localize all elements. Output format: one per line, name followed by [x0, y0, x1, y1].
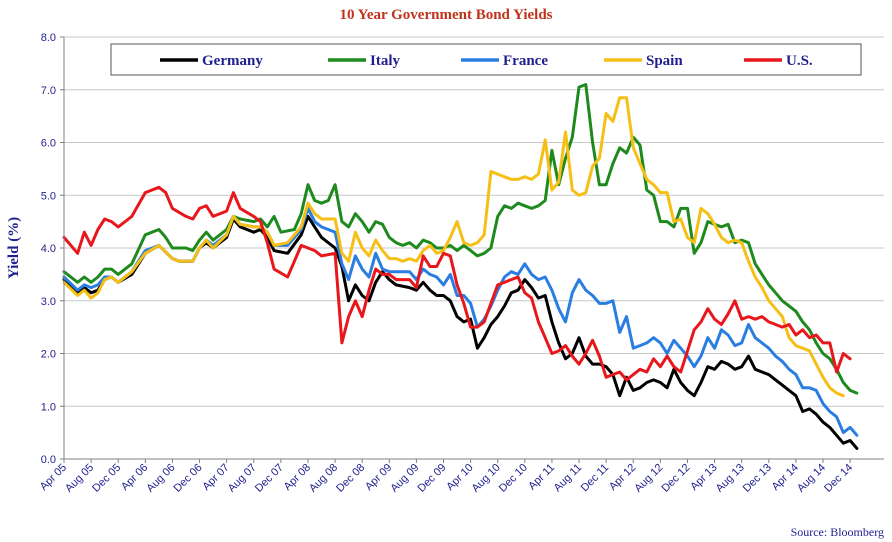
x-tick-label: Dec 08 [334, 462, 367, 495]
x-tick-label: Dec 13 [741, 462, 774, 495]
x-tick-label: Dec 10 [497, 462, 530, 495]
y-axis-ticks: 0.0 1.0 2.0 3.0 4.0 5.0 6.0 7.0 8.0 [41, 32, 56, 466]
x-tick-label: Dec 12 [659, 462, 692, 495]
x-tick-label: Aug 10 [470, 462, 503, 495]
x-tick-label: Aug 07 [226, 462, 259, 495]
legend-label: France [503, 53, 548, 69]
legend: Germany Italy France Spain U.S. [110, 43, 862, 76]
y-tick-label: 8.0 [41, 32, 56, 44]
legend-label: Germany [202, 53, 263, 69]
x-tick-label: Dec 05 [90, 462, 123, 495]
series-line-us [62, 185, 852, 382]
x-tick-label: Aug 09 [388, 462, 421, 495]
x-tick-label: Dec 09 [415, 462, 448, 495]
chart-title: 10 Year Government Bond Yields [339, 7, 552, 23]
y-tick-label: 1.0 [41, 401, 56, 413]
x-tick-label: Dec 06 [172, 462, 205, 495]
y-tick-label: 6.0 [41, 138, 56, 150]
legend-label: Spain [646, 53, 683, 69]
y-tick-label: 3.0 [41, 296, 56, 308]
y-axis-title: Yield (%) [6, 217, 22, 279]
x-tick-label: Aug 14 [795, 462, 828, 495]
x-tick-label: Dec 11 [579, 462, 612, 495]
x-tick-label: Aug 12 [632, 462, 665, 495]
x-tick-label: Aug 05 [63, 462, 96, 495]
y-tick-label: 0.0 [41, 454, 56, 466]
y-tick-label: 5.0 [41, 190, 56, 202]
x-tick-label: Aug 06 [144, 462, 177, 495]
legend-label: Italy [370, 53, 401, 69]
series-line-spain [62, 96, 845, 398]
x-tick-label: Dec 07 [253, 462, 286, 495]
source-note: Source: Bloomberg [791, 525, 884, 539]
y-tick-label: 2.0 [41, 349, 56, 361]
y-tick-label: 7.0 [41, 85, 56, 97]
y-tick-label: 4.0 [41, 243, 56, 255]
x-tick-label: Aug 08 [307, 462, 340, 495]
x-tick-label: Aug 13 [714, 462, 747, 495]
x-tick-label: Dec 14 [822, 462, 855, 495]
series-lines [62, 83, 859, 450]
series-line-italy [62, 83, 859, 395]
gridlines [64, 36, 884, 407]
axes [60, 36, 884, 460]
x-tick-label: Aug 11 [552, 462, 585, 495]
series-line-germany [62, 214, 859, 450]
legend-label: U.S. [786, 53, 813, 69]
